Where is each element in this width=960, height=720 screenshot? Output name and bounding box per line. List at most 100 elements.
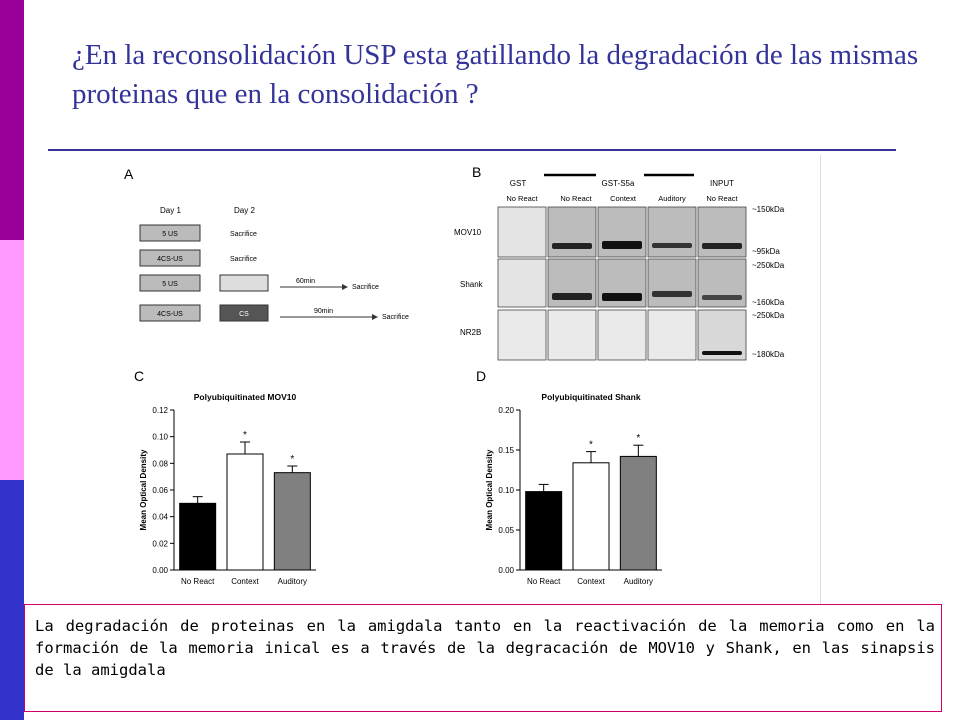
lane-label: No React xyxy=(506,194,538,203)
blot-lane xyxy=(697,206,747,258)
panel-a-letter: A xyxy=(124,166,134,182)
x-tick-label: No React xyxy=(181,577,215,586)
group-label-gst: GST xyxy=(510,179,527,188)
blot-band xyxy=(702,295,742,300)
x-tick-label: Auditory xyxy=(278,577,307,586)
panel-c-letter: C xyxy=(134,368,144,384)
protocol-day1: 5 US xyxy=(162,281,178,288)
protocol-box xyxy=(139,249,201,267)
mw-marker: ~180kDa xyxy=(752,350,785,359)
western-blots xyxy=(497,206,747,361)
panel-d-letter: D xyxy=(476,368,486,384)
blot-band xyxy=(652,243,692,248)
caption-box: La degradación de proteinas en la amigda… xyxy=(24,604,942,712)
figure-panel: A Day 1 Day 2 5 US Sacrifice 4CS-US Sacr… xyxy=(110,155,821,605)
chart-title: Polyubiquitinated MOV10 xyxy=(194,392,297,402)
bar xyxy=(572,462,610,571)
blot-lane xyxy=(497,258,547,308)
protocol-day1: 4CS-US xyxy=(157,256,183,263)
mw-marker: ~250kDa xyxy=(752,261,785,270)
protocol-day2: Sacrifice xyxy=(230,231,257,238)
y-tick-label: 0.10 xyxy=(498,486,514,495)
protocol-time: 90min xyxy=(314,308,333,315)
mw-marker: ~150kDa xyxy=(752,205,785,214)
y-tick-label: 0.00 xyxy=(498,566,514,575)
blot-lane xyxy=(647,206,697,258)
blot-lane xyxy=(597,309,647,361)
protocol-day1: 5 US xyxy=(162,231,178,238)
y-tick-label: 0.10 xyxy=(152,433,168,442)
chart-title: Polyubiquitinated Shank xyxy=(541,392,640,402)
timeline-arrow-head xyxy=(372,314,378,320)
y-tick-label: 0.00 xyxy=(152,566,168,575)
slide-title: ¿En la reconsolidación USP esta gatillan… xyxy=(72,39,919,110)
blot-lane xyxy=(497,206,547,258)
blot-band xyxy=(652,291,692,297)
lane-label: No React xyxy=(706,194,738,203)
bar xyxy=(226,453,264,571)
x-tick-label: Context xyxy=(577,577,605,586)
protocol-end: Sacrifice xyxy=(352,284,379,291)
lane-label: Context xyxy=(610,194,637,203)
protocol-box xyxy=(219,274,269,292)
protocol-day1: 4CS-US xyxy=(157,311,183,318)
x-tick-label: Context xyxy=(231,577,259,586)
protocol-day2: Sacrifice xyxy=(230,256,257,263)
x-tick-label: No React xyxy=(527,577,561,586)
day2-label: Day 2 xyxy=(234,206,255,215)
timeline-arrow-head xyxy=(342,284,348,290)
blot-lane xyxy=(647,309,697,361)
blot-band xyxy=(552,293,592,300)
sidebar-stripe-blue xyxy=(0,480,24,720)
y-tick-label: 0.02 xyxy=(152,539,168,548)
group-label-input: INPUT xyxy=(710,179,734,188)
bar xyxy=(619,455,657,571)
y-axis-label: Mean Optical Density xyxy=(485,449,494,530)
bar xyxy=(273,472,311,571)
blot-lane xyxy=(547,309,597,361)
protocol-box xyxy=(139,274,201,292)
bar xyxy=(179,502,217,571)
sidebar-stripe-pink xyxy=(0,240,24,480)
significance-mark: * xyxy=(243,430,247,441)
blot-band xyxy=(602,293,642,301)
day1-label: Day 1 xyxy=(160,206,181,215)
title-divider xyxy=(48,149,896,151)
sidebar-stripe-purple xyxy=(0,0,24,240)
mw-marker: ~160kDa xyxy=(752,298,785,307)
panel-b: B GST GST-S5a INPUT No React No React Co… xyxy=(454,164,785,361)
protocol-time: 60min xyxy=(296,278,315,285)
panel-a: A Day 1 Day 2 5 US Sacrifice 4CS-US Sacr… xyxy=(124,166,409,322)
blot-band xyxy=(552,243,592,249)
group-label-gst-s5a: GST-S5a xyxy=(602,179,635,188)
blot-lane xyxy=(497,309,547,361)
significance-mark: * xyxy=(636,433,640,444)
y-tick-label: 0.15 xyxy=(498,446,514,455)
blot-lane xyxy=(597,206,647,258)
lane-label: Auditory xyxy=(658,194,686,203)
figure-svg: A Day 1 Day 2 5 US Sacrifice 4CS-US Sacr… xyxy=(124,164,785,586)
chart-shank: Polyubiquitinated Shank Mean Optical Dens… xyxy=(485,392,662,586)
x-tick-label: Auditory xyxy=(624,577,653,586)
panel-b-letter: B xyxy=(472,164,481,180)
y-tick-label: 0.12 xyxy=(152,406,168,415)
y-tick-label: 0.05 xyxy=(498,526,514,535)
blot-lane xyxy=(547,206,597,258)
protocol-box xyxy=(139,224,201,242)
y-tick-label: 0.08 xyxy=(152,459,168,468)
blot-band xyxy=(702,243,742,249)
protocol-day2: CS xyxy=(239,311,249,318)
mw-marker: ~95kDa xyxy=(752,247,780,256)
blot-band xyxy=(702,351,742,355)
chart-mov10: Polyubiquitinated MOV10 Mean Optical Dens… xyxy=(139,392,316,586)
protocol-box xyxy=(139,304,201,322)
significance-mark: * xyxy=(589,440,593,451)
bar xyxy=(525,491,563,571)
y-tick-label: 0.04 xyxy=(152,513,168,522)
y-axis-label: Mean Optical Density xyxy=(139,449,148,530)
protocol-end: Sacrifice xyxy=(382,314,409,321)
lane-label: No React xyxy=(560,194,592,203)
blot-band xyxy=(602,241,642,249)
protocol-box xyxy=(219,304,269,322)
blot-lane xyxy=(647,258,697,308)
